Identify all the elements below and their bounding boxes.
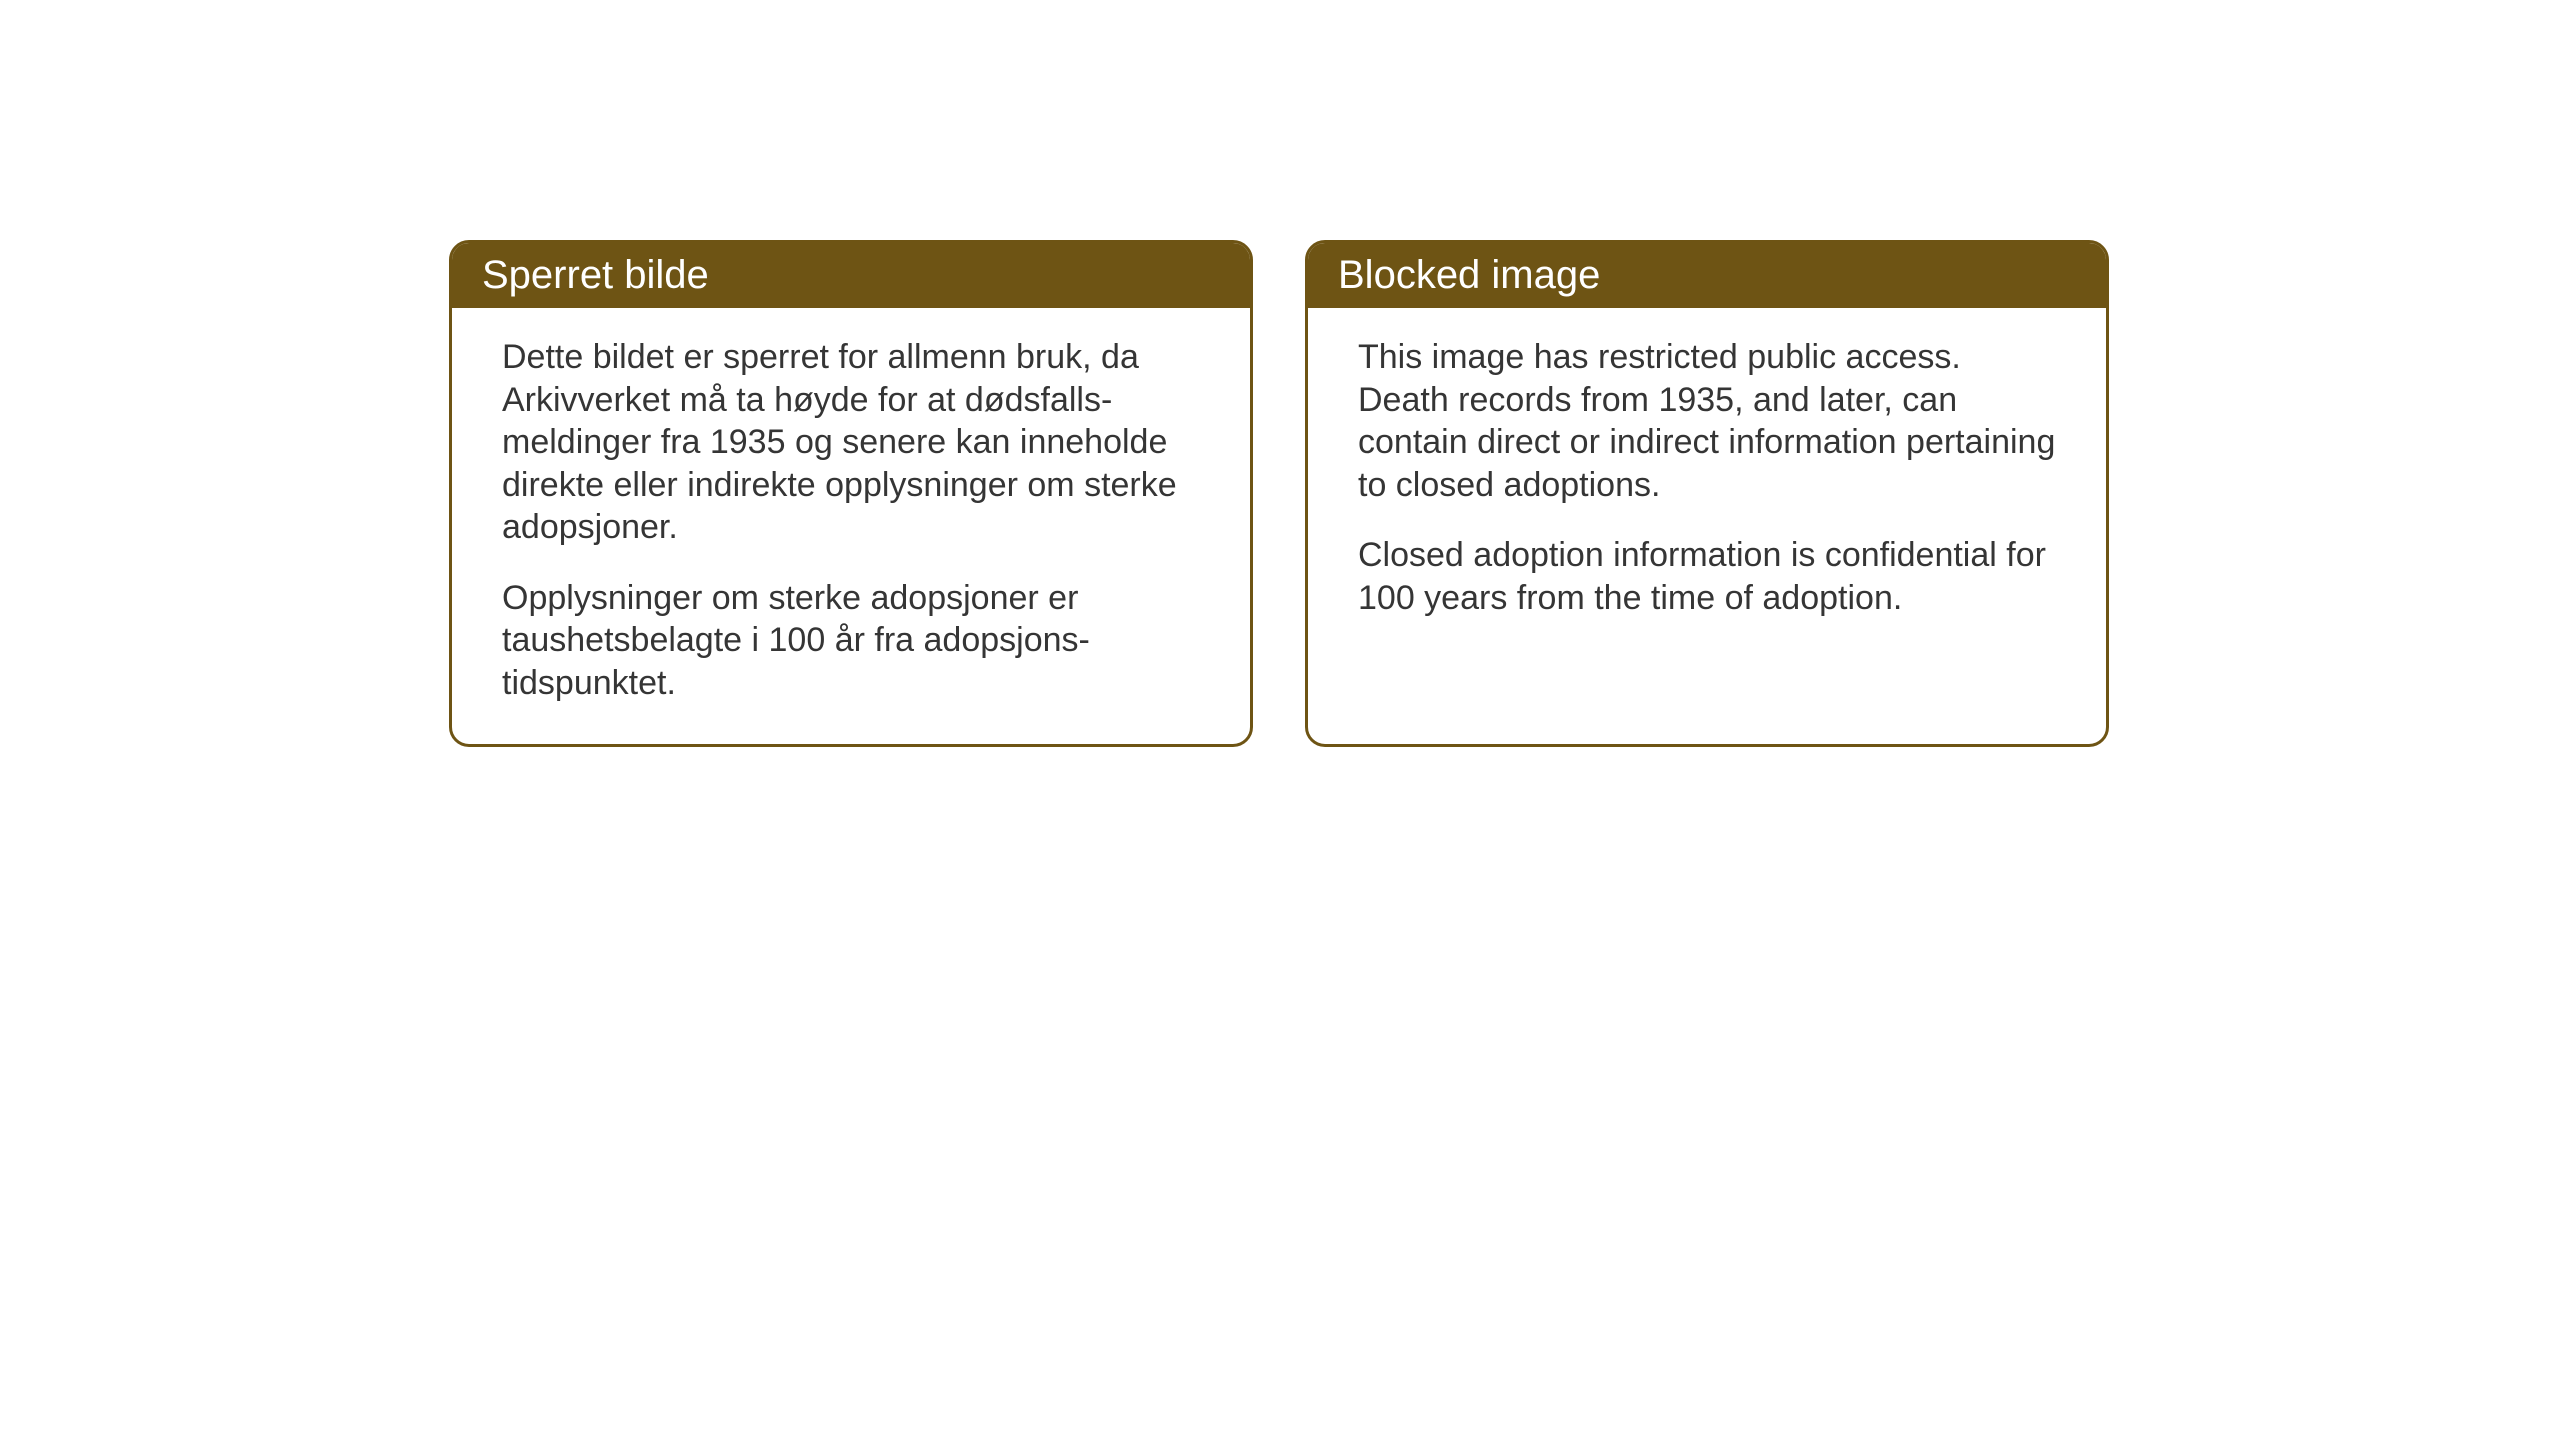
card-body-english: This image has restricted public access.… [1308, 308, 2106, 659]
card-english: Blocked image This image has restricted … [1305, 240, 2109, 747]
card-title: Sperret bilde [482, 253, 709, 297]
card-title: Blocked image [1338, 253, 1600, 297]
card-paragraph-2: Closed adoption information is confident… [1358, 534, 2056, 619]
card-header-english: Blocked image [1308, 243, 2106, 308]
cards-container: Sperret bilde Dette bildet er sperret fo… [449, 240, 2109, 747]
card-paragraph-2: Opplysninger om sterke adopsjoner er tau… [502, 577, 1200, 705]
card-paragraph-1: Dette bildet er sperret for allmenn bruk… [502, 336, 1200, 549]
card-header-norwegian: Sperret bilde [452, 243, 1250, 308]
card-paragraph-1: This image has restricted public access.… [1358, 336, 2056, 506]
card-body-norwegian: Dette bildet er sperret for allmenn bruk… [452, 308, 1250, 744]
card-norwegian: Sperret bilde Dette bildet er sperret fo… [449, 240, 1253, 747]
